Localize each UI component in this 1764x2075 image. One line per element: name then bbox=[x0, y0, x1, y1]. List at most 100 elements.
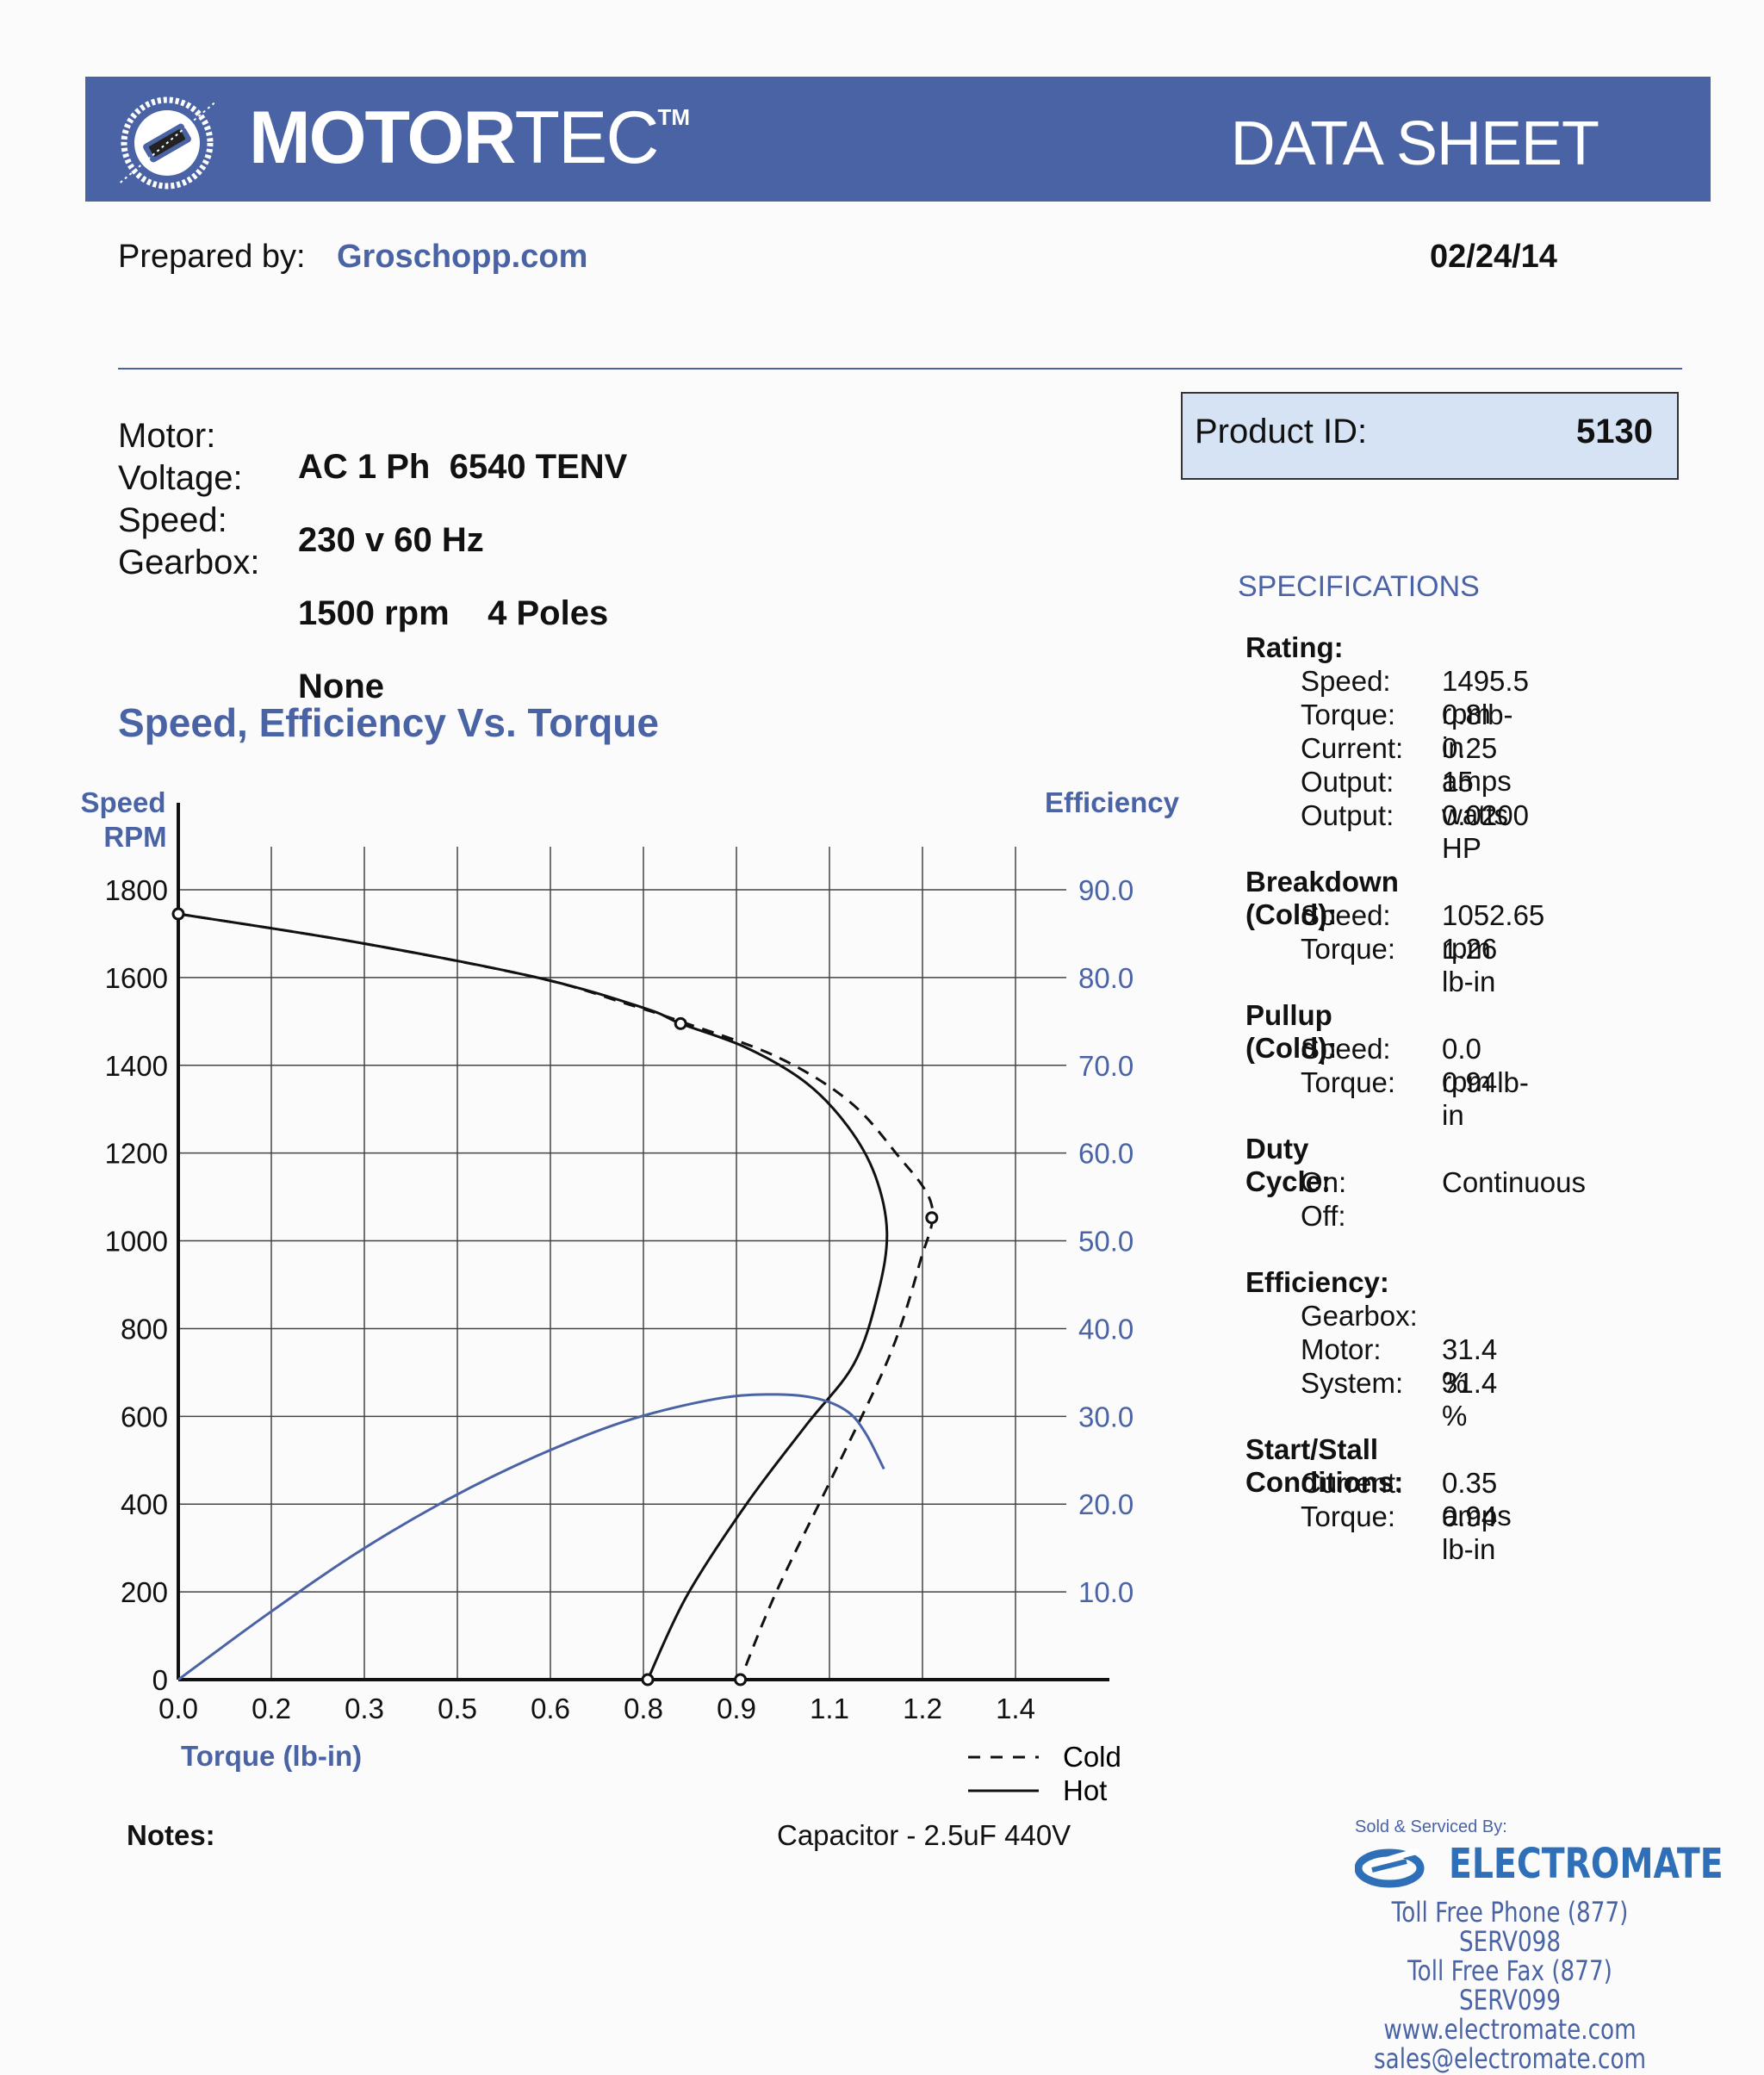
motortec-logo-icon bbox=[120, 96, 214, 189]
spec-group-heading: Efficiency: bbox=[1245, 1266, 1389, 1298]
spec-value: 0.25 amps bbox=[1442, 732, 1512, 797]
spec-value: 15 watts bbox=[1442, 766, 1509, 830]
gearbox-value: None bbox=[298, 668, 384, 705]
capacitor-note: Capacitor - 2.5uF 440V bbox=[777, 1819, 1071, 1851]
vendor-email-link[interactable]: sales@electromate.com bbox=[1373, 2042, 1647, 2075]
y-tick-label: 0 bbox=[152, 1664, 168, 1696]
y-axis-label-line2: RPM bbox=[103, 821, 166, 853]
spec-label: Torque: bbox=[1301, 1066, 1396, 1098]
y-tick-label: 1400 bbox=[105, 1050, 168, 1082]
sold-by-label: Sold & Serviced By: bbox=[1355, 1817, 1507, 1836]
spec-value: 1495.5 rpm bbox=[1442, 665, 1529, 730]
motor-values: AC 1 Ph 6540 TENV 230 v 60 Hz 1500 rpm 4… bbox=[298, 415, 627, 724]
y2-tick-label: 40.0 bbox=[1078, 1313, 1134, 1345]
y-tick-label: 1600 bbox=[105, 962, 168, 994]
spec-value: 0.94lb-in bbox=[1442, 1066, 1529, 1131]
point-marker bbox=[734, 1673, 748, 1687]
chart-title: Speed, Efficiency Vs. Torque bbox=[118, 700, 659, 745]
x-tick-label: 0.6 bbox=[531, 1693, 570, 1724]
x-tick-label: 1.4 bbox=[996, 1693, 1035, 1724]
vendor-name: ELECTROMATE bbox=[1449, 1840, 1724, 1888]
voltage-label: Voltage: bbox=[118, 459, 243, 497]
prepared-by-link[interactable]: Groschopp.com bbox=[337, 239, 588, 275]
spec-label: Motor: bbox=[1301, 1333, 1382, 1365]
motor-value: AC 1 Ph 6540 TENV bbox=[298, 448, 628, 486]
y-axis-label-line1: Speed bbox=[80, 786, 165, 818]
x-tick-label: 1.2 bbox=[903, 1693, 942, 1724]
specifications-title: SPECIFICATIONS bbox=[1238, 570, 1480, 603]
x-axis-label: Torque (lb-in) bbox=[181, 1740, 362, 1772]
x-tick-label: 0.9 bbox=[717, 1693, 756, 1724]
spec-label: Output: bbox=[1301, 799, 1394, 831]
spec-group-heading: Rating: bbox=[1245, 631, 1344, 663]
product-id-value: 5130 bbox=[1576, 413, 1653, 450]
spec-group-heading: Pullup (Cold): bbox=[1245, 999, 1338, 1064]
vendor-phone[interactable]: Toll Free Phone (877) SERV098 bbox=[1391, 1896, 1629, 1958]
spec-label: Torque: bbox=[1301, 699, 1396, 730]
divider bbox=[118, 368, 1682, 370]
spec-label: Current: bbox=[1301, 1467, 1404, 1499]
vendor-website-link[interactable]: www.electromate.com bbox=[1383, 2013, 1637, 2046]
y2-tick-label: 60.0 bbox=[1078, 1138, 1134, 1170]
y-tick-label: 1800 bbox=[105, 874, 168, 906]
product-id-label: Product ID: bbox=[1195, 413, 1368, 450]
y-tick-label: 1200 bbox=[105, 1138, 168, 1170]
y2-tick-label: 20.0 bbox=[1078, 1488, 1134, 1520]
y2-tick-label: 70.0 bbox=[1078, 1050, 1134, 1082]
spec-label: Torque: bbox=[1301, 933, 1396, 965]
point-marker bbox=[641, 1673, 655, 1687]
spec-label: Speed: bbox=[1301, 899, 1391, 931]
speed-value: 1500 rpm 4 Poles bbox=[298, 594, 609, 632]
product-id-box: Product ID: 5130 bbox=[1181, 392, 1679, 480]
y2-axis-label: Efficiency bbox=[1045, 786, 1180, 818]
spec-value: 0.35 amps bbox=[1442, 1467, 1512, 1531]
spec-value: 1.26 lb-in bbox=[1442, 933, 1498, 997]
x-tick-label: 1.1 bbox=[810, 1693, 849, 1724]
cold-speed-line bbox=[177, 912, 935, 1681]
point-marker bbox=[925, 1211, 939, 1225]
point-marker bbox=[674, 1016, 687, 1030]
motor-label: Motor: bbox=[118, 417, 216, 455]
y-tick-label: 600 bbox=[121, 1401, 168, 1432]
spec-label: Torque: bbox=[1301, 1500, 1396, 1532]
spec-value: 0.8lb-in bbox=[1442, 699, 1513, 763]
x-tick-label: 0.0 bbox=[158, 1693, 198, 1724]
x-tick-label: 0.5 bbox=[438, 1693, 477, 1724]
spec-value: 0.0200 HP bbox=[1442, 799, 1529, 864]
legend-hot-label: Hot bbox=[1063, 1774, 1107, 1806]
spec-group-heading: Duty Cycle: bbox=[1245, 1133, 1332, 1197]
spec-label: On: bbox=[1301, 1166, 1347, 1198]
x-tick-label: 0.2 bbox=[252, 1693, 291, 1724]
brand-name: MOTORTECTM bbox=[249, 96, 691, 179]
motor-info: Motor: Voltage: Speed: Gearbox: bbox=[118, 415, 260, 584]
date: 02/24/14 bbox=[1430, 239, 1557, 275]
y-tick-label: 1000 bbox=[105, 1226, 168, 1258]
prepared-by-label: Prepared by: bbox=[118, 239, 306, 275]
spec-value: Continuous bbox=[1442, 1166, 1586, 1198]
spec-label: Off: bbox=[1301, 1200, 1346, 1232]
spec-label: Speed: bbox=[1301, 665, 1391, 697]
sheet-title: DATA SHEET bbox=[1230, 109, 1599, 178]
spec-label: System: bbox=[1301, 1367, 1404, 1399]
x-tick-label: 0.3 bbox=[345, 1693, 384, 1724]
speed-label: Speed: bbox=[118, 501, 227, 539]
gearbox-label: Gearbox: bbox=[118, 544, 260, 581]
electromate-logo-icon bbox=[1355, 1848, 1425, 1888]
notes-label: Notes: bbox=[127, 1819, 215, 1851]
header-bar: MOTORTECTM DATA SHEET bbox=[85, 77, 1711, 202]
legend-cold-label: Cold bbox=[1063, 1741, 1121, 1773]
vendor-contact: Toll Free Phone (877) SERV098 Toll Free … bbox=[1320, 1898, 1699, 2073]
vendor-fax[interactable]: Toll Free Fax (877) SERV099 bbox=[1407, 1954, 1612, 2016]
voltage-value: 230 v 60 Hz bbox=[298, 521, 484, 559]
y2-tick-label: 30.0 bbox=[1078, 1401, 1134, 1432]
y-tick-label: 200 bbox=[121, 1576, 168, 1608]
x-tick-label: 0.8 bbox=[624, 1693, 663, 1724]
spec-label: Speed: bbox=[1301, 1033, 1391, 1065]
y2-tick-label: 10.0 bbox=[1078, 1576, 1134, 1608]
spec-label: Gearbox: bbox=[1301, 1300, 1418, 1332]
spec-label: Current: bbox=[1301, 732, 1404, 764]
efficiency-line bbox=[177, 1393, 885, 1681]
spec-label: Output: bbox=[1301, 766, 1394, 798]
spec-value: 0.94 lb-in bbox=[1442, 1500, 1498, 1565]
